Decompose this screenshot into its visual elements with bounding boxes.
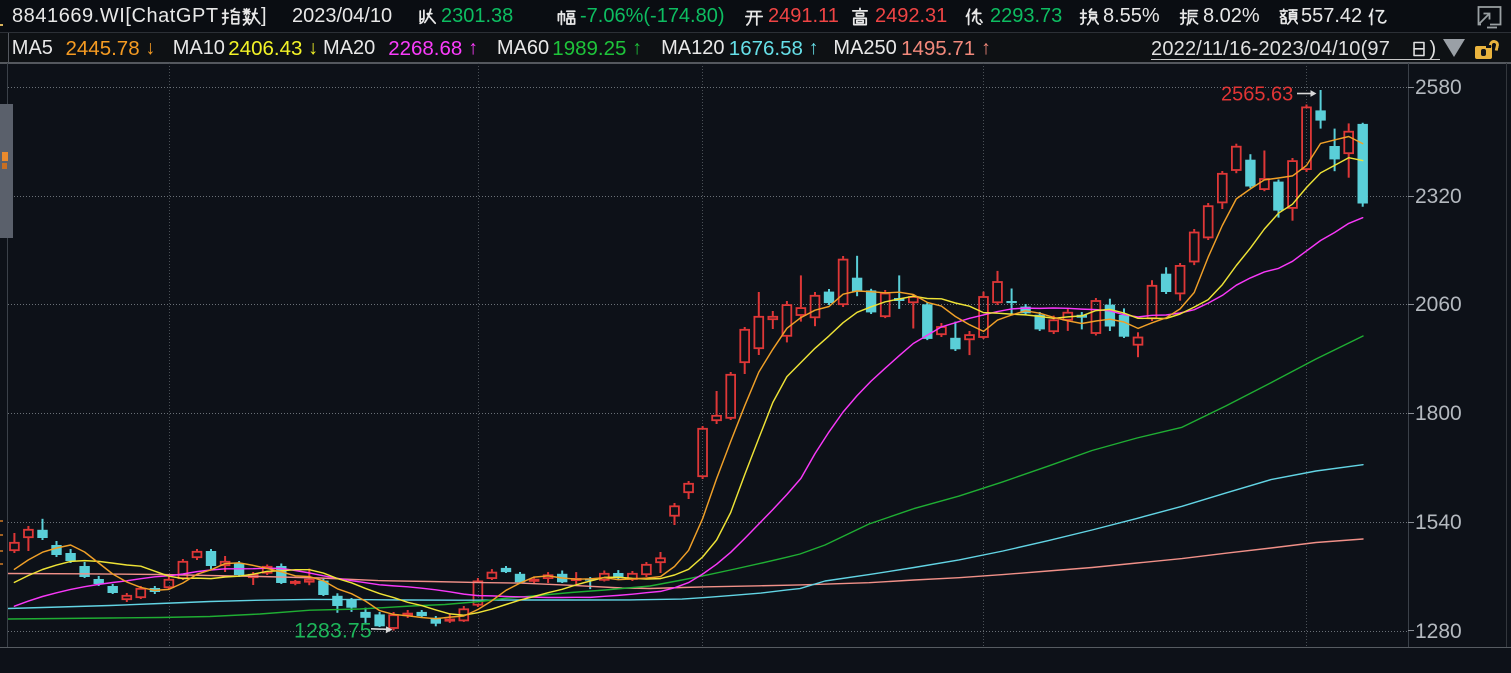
svg-text:1283.75: 1283.75 (294, 619, 372, 643)
svg-text:2565.63: 2565.63 (1221, 84, 1293, 106)
